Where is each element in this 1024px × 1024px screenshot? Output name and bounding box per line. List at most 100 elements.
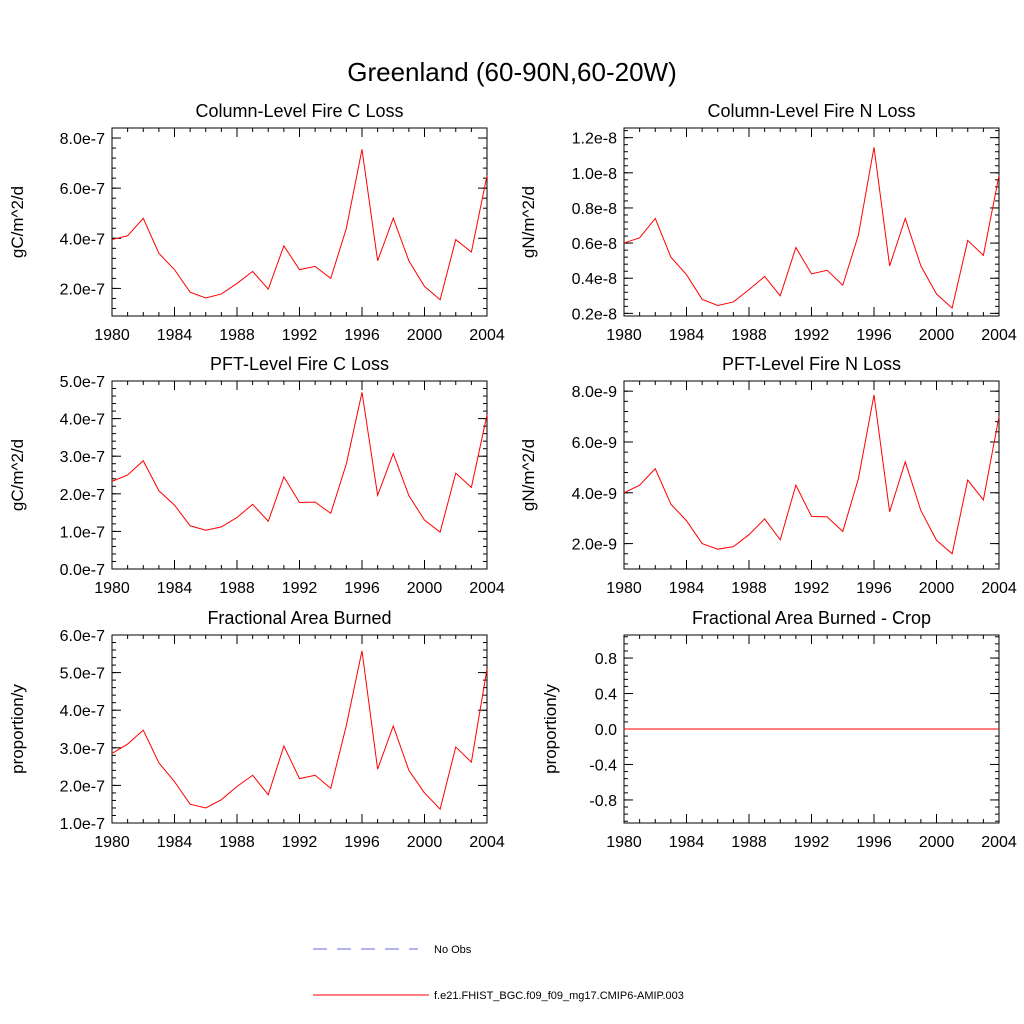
- y-tick-label: -0.4: [589, 757, 617, 774]
- x-tick-label: 1988: [731, 834, 767, 851]
- series-line: [111, 149, 488, 301]
- y-tick-label: 4.0e-7: [60, 703, 105, 720]
- y-tick-label: 5.0e-7: [60, 374, 105, 391]
- y-tick-label: 0.4: [595, 687, 617, 704]
- legend-obs-label: No Obs: [434, 944, 472, 956]
- y-tick-label: 3.0e-7: [60, 741, 105, 758]
- y-tick-label: 1.0e-8: [572, 166, 617, 183]
- y-tick-label: 4.0e-7: [60, 231, 105, 248]
- panel-title: Fractional Area Burned - Crop: [692, 608, 931, 628]
- x-tick-label: 1996: [856, 580, 892, 597]
- x-tick-label: 2004: [469, 834, 505, 851]
- x-tick-label: 1992: [794, 580, 830, 597]
- x-tick-label: 1992: [794, 327, 830, 344]
- x-tick-label: 1996: [344, 580, 380, 597]
- x-tick-label: 2004: [981, 580, 1017, 597]
- x-tick-label: 1988: [219, 327, 255, 344]
- plot-frame: [623, 127, 1000, 317]
- x-tick-label: 2000: [919, 580, 955, 597]
- x-tick-label: 1984: [157, 834, 193, 851]
- x-tick-label: 2000: [919, 327, 955, 344]
- y-axis-label: gC/m^2/d: [8, 439, 27, 511]
- y-axis-label: gN/m^2/d: [519, 186, 538, 258]
- plot-frame: [111, 127, 488, 317]
- plot-frame: [111, 380, 488, 570]
- series-line: [623, 394, 1000, 555]
- y-tick-label: 6.0e-9: [572, 435, 617, 452]
- x-tick-label: 1984: [157, 327, 193, 344]
- x-tick-label: 2000: [919, 834, 955, 851]
- chart-panel: Fractional Area Burned proportion/y 1980 19…: [8, 608, 505, 851]
- y-tick-label: 1.0e-7: [60, 524, 105, 541]
- plot-frame: [111, 634, 488, 824]
- x-tick-label: 2004: [981, 834, 1017, 851]
- y-tick-label: 4.0e-7: [60, 412, 105, 429]
- y-tick-label: 2.0e-7: [60, 487, 105, 504]
- x-tick-label: 2004: [981, 327, 1017, 344]
- y-tick-label: 6.0e-7: [60, 628, 105, 645]
- chart-panel: Fractional Area Burned - Crop proportion/…: [541, 608, 1017, 851]
- x-tick-label: 1980: [94, 834, 130, 851]
- legend-model-label: f.e21.FHIST_BGC.f09_f09_mg17.CMIP6-AMIP.…: [434, 990, 684, 1002]
- x-tick-label: 1988: [731, 327, 767, 344]
- y-tick-label: 3.0e-7: [60, 449, 105, 466]
- legend: No Obs f.e21.FHIST_BGC.f09_f09_mg17.CMIP…: [313, 944, 684, 1002]
- x-tick-label: 1988: [731, 580, 767, 597]
- x-tick-label: 2000: [407, 580, 443, 597]
- series-line: [623, 147, 1000, 310]
- x-tick-label: 1992: [282, 834, 318, 851]
- y-tick-label: 0.0: [595, 722, 617, 739]
- x-tick-label: 1996: [344, 327, 380, 344]
- x-tick-label: 1980: [606, 834, 642, 851]
- x-tick-label: 1988: [219, 580, 255, 597]
- panel-title: Column-Level Fire C Loss: [195, 101, 403, 121]
- y-tick-label: 0.4e-8: [572, 271, 617, 288]
- y-tick-label: 8.0e-7: [60, 131, 105, 148]
- y-axis-label: proportion/y: [8, 684, 27, 774]
- x-tick-label: 1996: [344, 834, 380, 851]
- y-tick-label: 1.2e-8: [572, 131, 617, 148]
- y-tick-label: 0.8e-8: [572, 201, 617, 218]
- plot-frame: [623, 380, 1000, 570]
- x-tick-label: 1992: [282, 327, 318, 344]
- figure-title: Greenland (60-90N,60-20W): [347, 57, 677, 87]
- panels: Column-Level Fire C Loss gC/m^2/d 1980 1984…: [8, 101, 1017, 851]
- y-axis-label: gN/m^2/d: [519, 439, 538, 511]
- y-tick-label: 5.0e-7: [60, 666, 105, 683]
- y-axis-label: proportion/y: [541, 684, 560, 774]
- y-tick-label: 2.0e-9: [572, 537, 617, 554]
- panel-title: Column-Level Fire N Loss: [707, 101, 915, 121]
- x-tick-label: 1980: [94, 580, 130, 597]
- panel-title: PFT-Level Fire N Loss: [722, 354, 901, 374]
- y-tick-label: 8.0e-9: [572, 384, 617, 401]
- panel-title: PFT-Level Fire C Loss: [210, 354, 389, 374]
- x-tick-label: 1992: [282, 580, 318, 597]
- panel-title: Fractional Area Burned: [207, 608, 391, 628]
- y-tick-label: 0.8: [595, 651, 617, 668]
- x-tick-label: 1984: [157, 580, 193, 597]
- x-tick-label: 1984: [669, 327, 705, 344]
- series-line: [111, 650, 488, 811]
- chart-panel: PFT-Level Fire C Loss gC/m^2/d 1980 1984 198…: [8, 354, 505, 597]
- x-tick-label: 2000: [407, 327, 443, 344]
- y-tick-label: 1.0e-7: [60, 816, 105, 833]
- x-tick-label: 1988: [219, 834, 255, 851]
- x-tick-label: 1980: [94, 327, 130, 344]
- y-tick-label: -0.8: [589, 793, 617, 810]
- x-tick-label: 1992: [794, 834, 830, 851]
- y-tick-label: 2.0e-7: [60, 281, 105, 298]
- x-tick-label: 1996: [856, 327, 892, 344]
- y-axis-label: gC/m^2/d: [8, 186, 27, 258]
- y-tick-label: 6.0e-7: [60, 181, 105, 198]
- x-tick-label: 2004: [469, 327, 505, 344]
- x-tick-label: 1984: [669, 580, 705, 597]
- series-line: [111, 392, 488, 534]
- y-tick-label: 0.6e-8: [572, 236, 617, 253]
- y-tick-label: 4.0e-9: [572, 486, 617, 503]
- x-tick-label: 2004: [469, 580, 505, 597]
- x-tick-label: 1980: [606, 327, 642, 344]
- x-tick-label: 2000: [407, 834, 443, 851]
- y-tick-label: 2.0e-7: [60, 778, 105, 795]
- chart-panel: Column-Level Fire C Loss gC/m^2/d 1980 1984…: [8, 101, 505, 344]
